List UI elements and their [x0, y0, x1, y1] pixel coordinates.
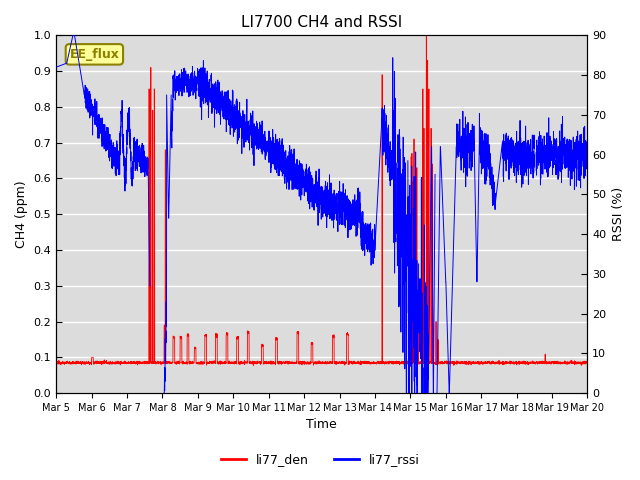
Y-axis label: RSSI (%): RSSI (%) [612, 187, 625, 241]
Legend: li77_den, li77_rssi: li77_den, li77_rssi [216, 448, 424, 471]
X-axis label: Time: Time [307, 419, 337, 432]
Text: EE_flux: EE_flux [70, 48, 119, 61]
Title: LI7700 CH4 and RSSI: LI7700 CH4 and RSSI [241, 15, 403, 30]
Y-axis label: CH4 (ppm): CH4 (ppm) [15, 180, 28, 248]
